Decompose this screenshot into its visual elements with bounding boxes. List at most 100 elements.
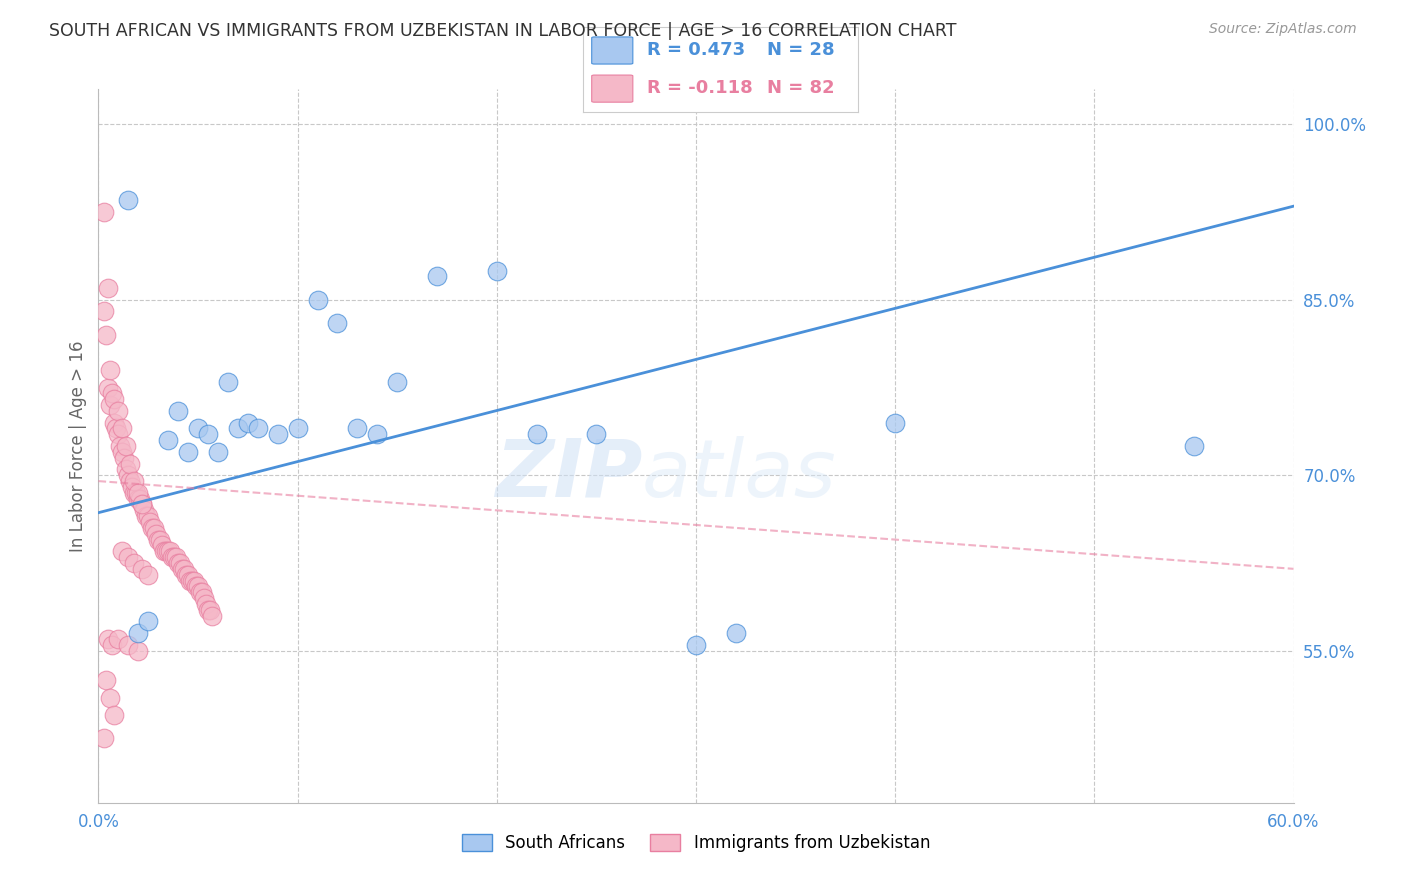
- Text: R = 0.473: R = 0.473: [647, 41, 745, 59]
- Point: [188, 585, 211, 599]
- Point: [97, 632, 120, 646]
- Point: [143, 521, 166, 535]
- Point: [187, 421, 209, 435]
- Point: [172, 562, 194, 576]
- Point: [287, 421, 309, 435]
- Point: [131, 562, 153, 576]
- Point: [326, 316, 349, 330]
- Point: [103, 416, 125, 430]
- Point: [139, 515, 162, 529]
- Point: [169, 556, 191, 570]
- Point: [307, 293, 329, 307]
- Point: [236, 416, 259, 430]
- Point: [163, 550, 186, 565]
- Point: [177, 445, 200, 459]
- Point: [197, 603, 219, 617]
- Point: [191, 585, 214, 599]
- Point: [98, 398, 122, 412]
- Point: [167, 404, 190, 418]
- Point: [1182, 439, 1205, 453]
- Point: [165, 550, 187, 565]
- Point: [97, 380, 120, 394]
- Point: [93, 304, 115, 318]
- Point: [246, 421, 269, 435]
- Point: [167, 556, 190, 570]
- Point: [426, 269, 449, 284]
- FancyBboxPatch shape: [592, 37, 633, 64]
- Point: [117, 550, 139, 565]
- Point: [97, 281, 120, 295]
- Text: R = -0.118: R = -0.118: [647, 78, 752, 96]
- Point: [124, 485, 146, 500]
- Point: [115, 439, 138, 453]
- Point: [96, 327, 118, 342]
- Point: [98, 363, 122, 377]
- Point: [129, 491, 152, 506]
- Point: [117, 468, 139, 483]
- Point: [346, 421, 368, 435]
- Point: [184, 579, 207, 593]
- Point: [201, 608, 224, 623]
- Point: [179, 574, 201, 588]
- Legend: South Africans, Immigrants from Uzbekistan: South Africans, Immigrants from Uzbekist…: [456, 827, 936, 859]
- Text: Source: ZipAtlas.com: Source: ZipAtlas.com: [1209, 22, 1357, 37]
- Point: [226, 421, 249, 435]
- Point: [198, 603, 221, 617]
- Text: ZIP: ZIP: [495, 435, 643, 514]
- Point: [685, 638, 707, 652]
- Point: [153, 544, 176, 558]
- Point: [125, 485, 148, 500]
- Point: [131, 498, 153, 512]
- Point: [136, 615, 159, 629]
- Point: [526, 427, 548, 442]
- Point: [585, 427, 607, 442]
- Point: [101, 638, 124, 652]
- Point: [187, 579, 209, 593]
- Point: [111, 544, 134, 558]
- Point: [136, 567, 159, 582]
- Point: [385, 375, 409, 389]
- Point: [111, 445, 134, 459]
- Point: [111, 421, 134, 435]
- Point: [127, 644, 149, 658]
- Point: [127, 491, 149, 506]
- Text: N = 28: N = 28: [768, 41, 835, 59]
- Point: [107, 404, 129, 418]
- Point: [177, 567, 200, 582]
- Point: [120, 457, 142, 471]
- Point: [107, 632, 129, 646]
- Point: [101, 386, 124, 401]
- Point: [103, 708, 125, 723]
- FancyBboxPatch shape: [592, 75, 633, 103]
- Point: [117, 638, 139, 652]
- Point: [724, 626, 747, 640]
- Point: [150, 538, 173, 552]
- Point: [149, 533, 172, 547]
- Point: [267, 427, 290, 442]
- Point: [112, 450, 135, 465]
- Point: [197, 427, 219, 442]
- Point: [160, 550, 183, 565]
- Point: [107, 427, 129, 442]
- Point: [120, 474, 142, 488]
- Point: [195, 597, 218, 611]
- Point: [181, 574, 204, 588]
- Point: [157, 544, 180, 558]
- Point: [105, 421, 128, 435]
- Point: [174, 567, 197, 582]
- Point: [485, 263, 508, 277]
- Point: [127, 485, 149, 500]
- Point: [884, 416, 907, 430]
- Point: [157, 433, 180, 447]
- Point: [136, 509, 159, 524]
- Point: [366, 427, 388, 442]
- Point: [117, 194, 139, 208]
- Point: [159, 544, 181, 558]
- Point: [124, 556, 146, 570]
- Point: [148, 533, 170, 547]
- Point: [93, 205, 115, 219]
- Y-axis label: In Labor Force | Age > 16: In Labor Force | Age > 16: [69, 340, 87, 552]
- Point: [110, 439, 132, 453]
- Point: [193, 591, 215, 605]
- Text: N = 82: N = 82: [768, 78, 835, 96]
